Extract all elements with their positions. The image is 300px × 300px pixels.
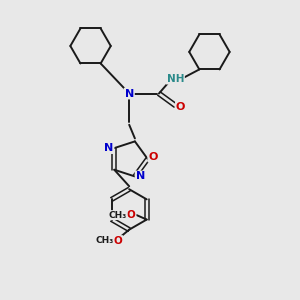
Text: O: O xyxy=(127,210,136,220)
Text: O: O xyxy=(148,152,158,161)
Text: N: N xyxy=(124,88,134,98)
Text: N: N xyxy=(136,171,145,182)
Text: O: O xyxy=(176,102,185,112)
Text: N: N xyxy=(104,143,114,153)
Text: CH₃: CH₃ xyxy=(95,236,114,245)
Text: O: O xyxy=(113,236,122,246)
Text: CH₃: CH₃ xyxy=(109,211,127,220)
Text: NH: NH xyxy=(167,74,184,84)
